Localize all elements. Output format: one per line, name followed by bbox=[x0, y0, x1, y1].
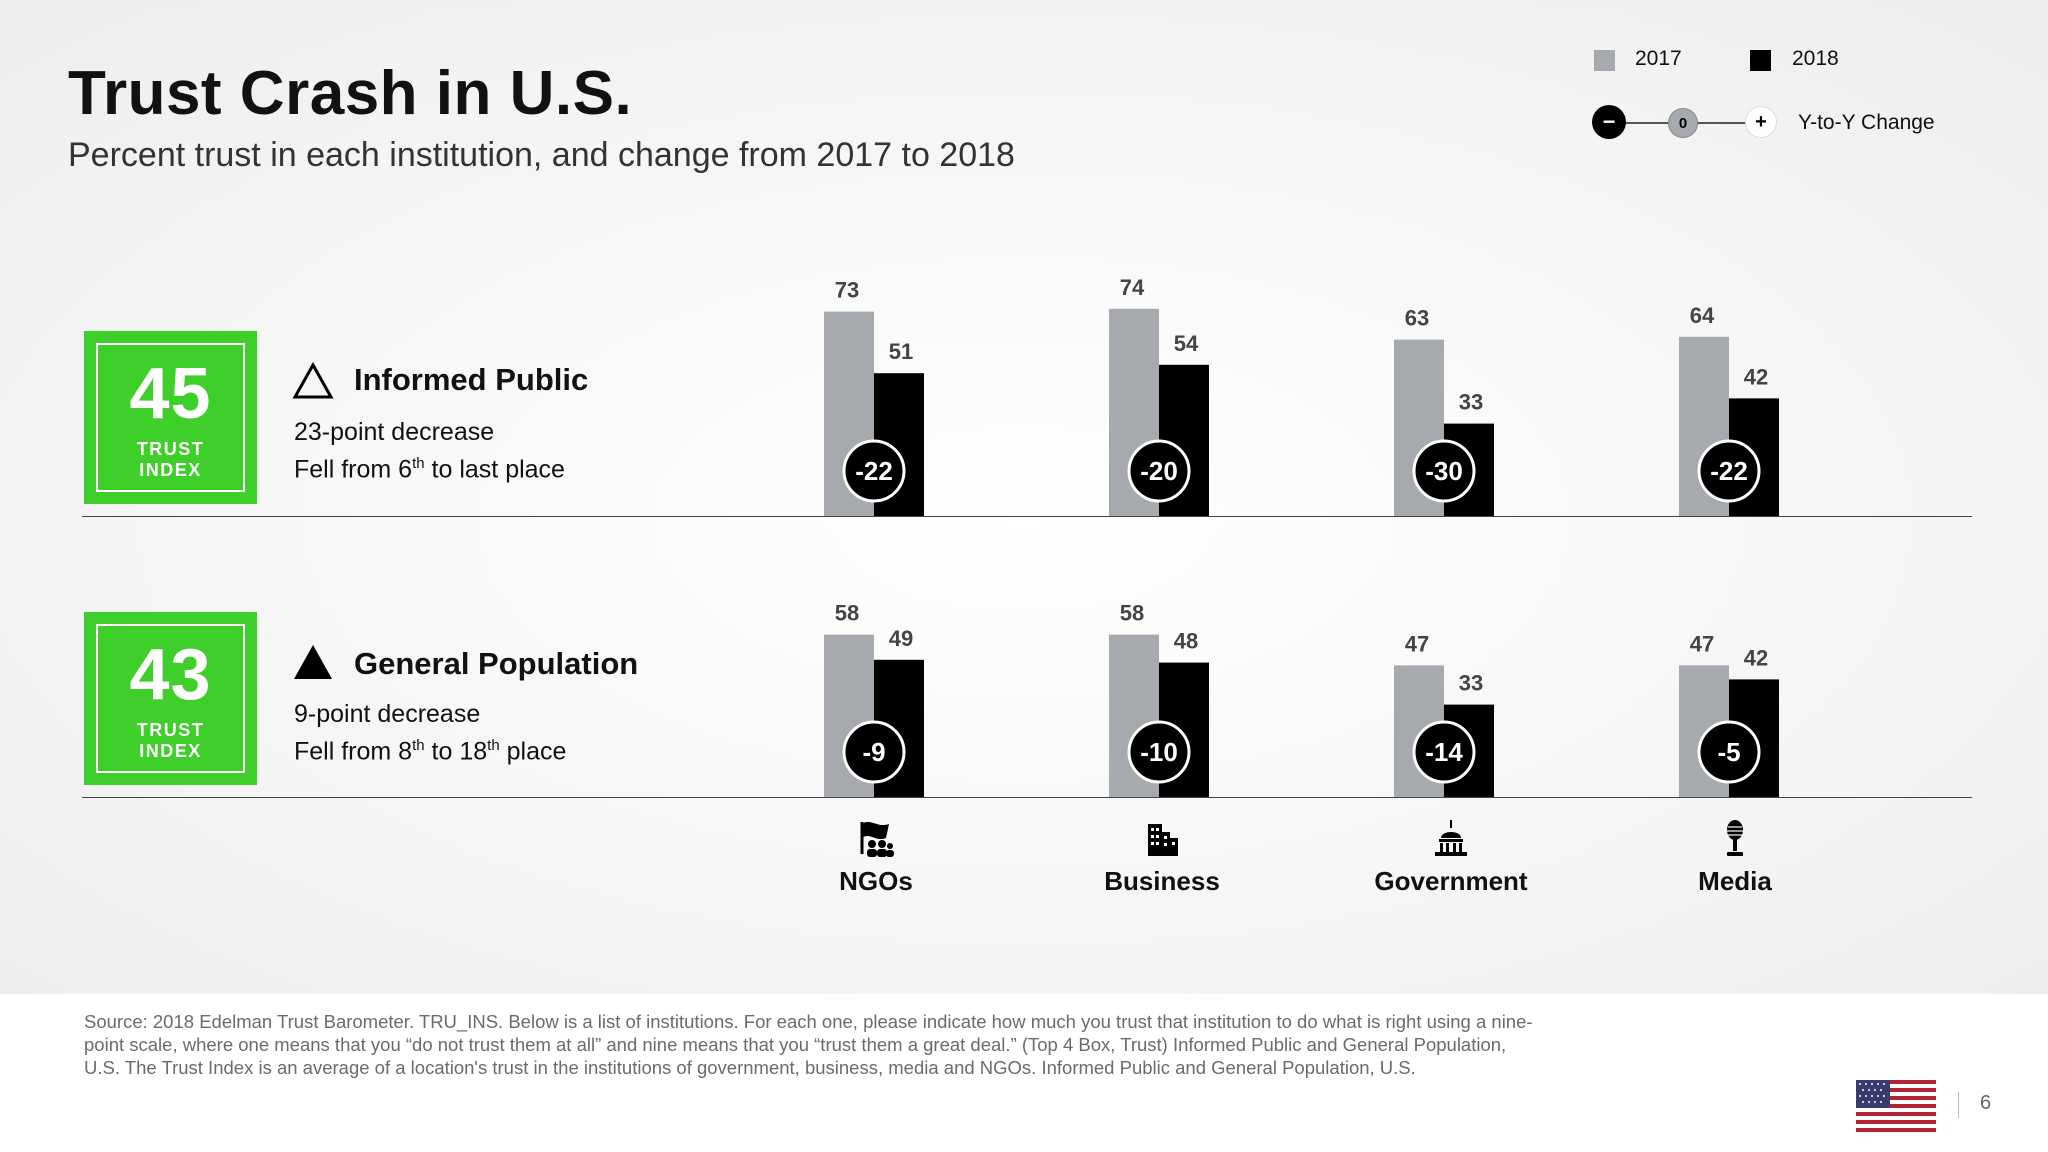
rank-change-text: Fell from 8th to 18th place bbox=[294, 737, 567, 766]
change-badge-ngos bbox=[842, 439, 906, 503]
legend-label-2018: 2018 bbox=[1792, 47, 1839, 70]
value-label-2017-media: 64 bbox=[1690, 303, 1715, 328]
us-flag-icon bbox=[1856, 1080, 1936, 1132]
audience-description: 23-point decrease Fell from 6th to last … bbox=[294, 417, 565, 485]
row-informed-public: 45 TRUST INDEX Informed Public 23-point … bbox=[0, 0, 2048, 517]
trust-index-label-2: INDEX bbox=[139, 741, 202, 761]
audience-description: 9-point decrease Fell from 8th to 18th p… bbox=[294, 699, 566, 767]
page-number-divider bbox=[1958, 1092, 1959, 1118]
microphone-icon bbox=[1727, 820, 1743, 856]
value-label-2018-business: 48 bbox=[1174, 629, 1198, 654]
category-label: Media bbox=[1698, 866, 1772, 896]
value-label-2017-business: 58 bbox=[1120, 601, 1144, 626]
change-badge-ngos bbox=[842, 720, 906, 784]
filled-triangle-icon bbox=[294, 645, 332, 679]
trust-index-box: 45 TRUST INDEX bbox=[84, 331, 257, 504]
change-label-government: -14 bbox=[1425, 737, 1463, 767]
change-badge-business bbox=[1127, 439, 1191, 503]
legend-swatch-2018 bbox=[1750, 50, 1771, 71]
value-label-2018-ngos: 51 bbox=[889, 339, 913, 364]
trust-index-label-2: INDEX bbox=[139, 460, 202, 480]
slide-subtitle: Percent trust in each institution, and c… bbox=[68, 136, 1015, 174]
footer: Source: 2018 Edelman Trust Barometer. TR… bbox=[0, 994, 2048, 1152]
category-label: Business bbox=[1104, 866, 1220, 896]
legend-swatch-2017 bbox=[1594, 50, 1615, 71]
chart-legend: 2017 2018 − 0 + Y-to-Y Change bbox=[1590, 44, 2048, 154]
change-badge-media bbox=[1697, 720, 1761, 784]
category-label: NGOs bbox=[839, 866, 913, 896]
legend-zero-icon: 0 bbox=[1668, 108, 1698, 138]
change-label-business: -20 bbox=[1140, 456, 1178, 486]
flag-people-icon bbox=[860, 821, 894, 857]
trust-index-value: 43 bbox=[129, 635, 212, 715]
decrease-text: 9-point decrease bbox=[294, 700, 481, 728]
trust-index-box: 43 TRUST INDEX bbox=[84, 612, 257, 785]
category-label: Government bbox=[1374, 866, 1528, 896]
change-badge-government bbox=[1412, 439, 1476, 503]
audience-name: General Population bbox=[354, 646, 639, 681]
legend-label-2017: 2017 bbox=[1635, 47, 1682, 70]
trust-index-label: TRUST bbox=[136, 439, 205, 459]
chart-baseline bbox=[82, 516, 1972, 517]
category-media: Media bbox=[1645, 818, 1825, 897]
source-note: Source: 2018 Edelman Trust Barometer. TR… bbox=[84, 1011, 1533, 1078]
value-label-2018-government: 33 bbox=[1459, 390, 1483, 415]
decrease-text: 23-point decrease bbox=[294, 418, 495, 446]
trust-index-value: 45 bbox=[129, 354, 212, 434]
value-label-2017-ngos: 73 bbox=[835, 278, 859, 303]
value-label-2018-media: 42 bbox=[1744, 364, 1768, 389]
change-label-media: -5 bbox=[1717, 737, 1740, 767]
value-label-2017-media: 47 bbox=[1690, 631, 1714, 656]
change-label-ngos: -22 bbox=[855, 456, 893, 486]
value-label-2017-business: 74 bbox=[1120, 275, 1145, 300]
audience-name: Informed Public bbox=[354, 362, 589, 397]
legend-minus-icon: − bbox=[1592, 105, 1626, 139]
change-badge-media bbox=[1697, 439, 1761, 503]
rank-change-text: Fell from 6th to last place bbox=[294, 455, 565, 484]
legend-yoy-label: Y-to-Y Change bbox=[1798, 111, 1935, 134]
chart-baseline bbox=[82, 797, 1972, 798]
value-label-2017-government: 47 bbox=[1405, 631, 1429, 656]
change-label-business: -10 bbox=[1140, 737, 1178, 767]
slide-title: Trust Crash in U.S. bbox=[68, 59, 633, 128]
page-number: 6 bbox=[1980, 1092, 1992, 1114]
trust-index-label: TRUST bbox=[136, 720, 205, 740]
change-badge-government bbox=[1412, 720, 1476, 784]
legend-plus-icon: + bbox=[1746, 107, 1776, 137]
outline-triangle-icon bbox=[292, 362, 334, 399]
value-label-2018-media: 42 bbox=[1744, 645, 1768, 670]
change-label-ngos: -9 bbox=[862, 737, 885, 767]
capitol-icon bbox=[1435, 820, 1467, 856]
change-label-media: -22 bbox=[1710, 456, 1748, 486]
change-label-government: -30 bbox=[1425, 456, 1463, 486]
value-label-2017-government: 63 bbox=[1405, 306, 1429, 331]
value-label-2017-ngos: 58 bbox=[835, 601, 859, 626]
change-badge-business bbox=[1127, 720, 1191, 784]
value-label-2018-business: 54 bbox=[1174, 331, 1199, 356]
category-government: Government bbox=[1361, 818, 1541, 897]
row-general-population: 43 TRUST INDEX General Population 9-poin… bbox=[0, 0, 2048, 798]
value-label-2018-government: 33 bbox=[1459, 671, 1483, 696]
value-label-2018-ngos: 49 bbox=[889, 626, 913, 651]
category-ngos: NGOs bbox=[786, 818, 966, 897]
buildings-icon bbox=[1148, 824, 1178, 856]
category-business: Business bbox=[1072, 818, 1252, 897]
